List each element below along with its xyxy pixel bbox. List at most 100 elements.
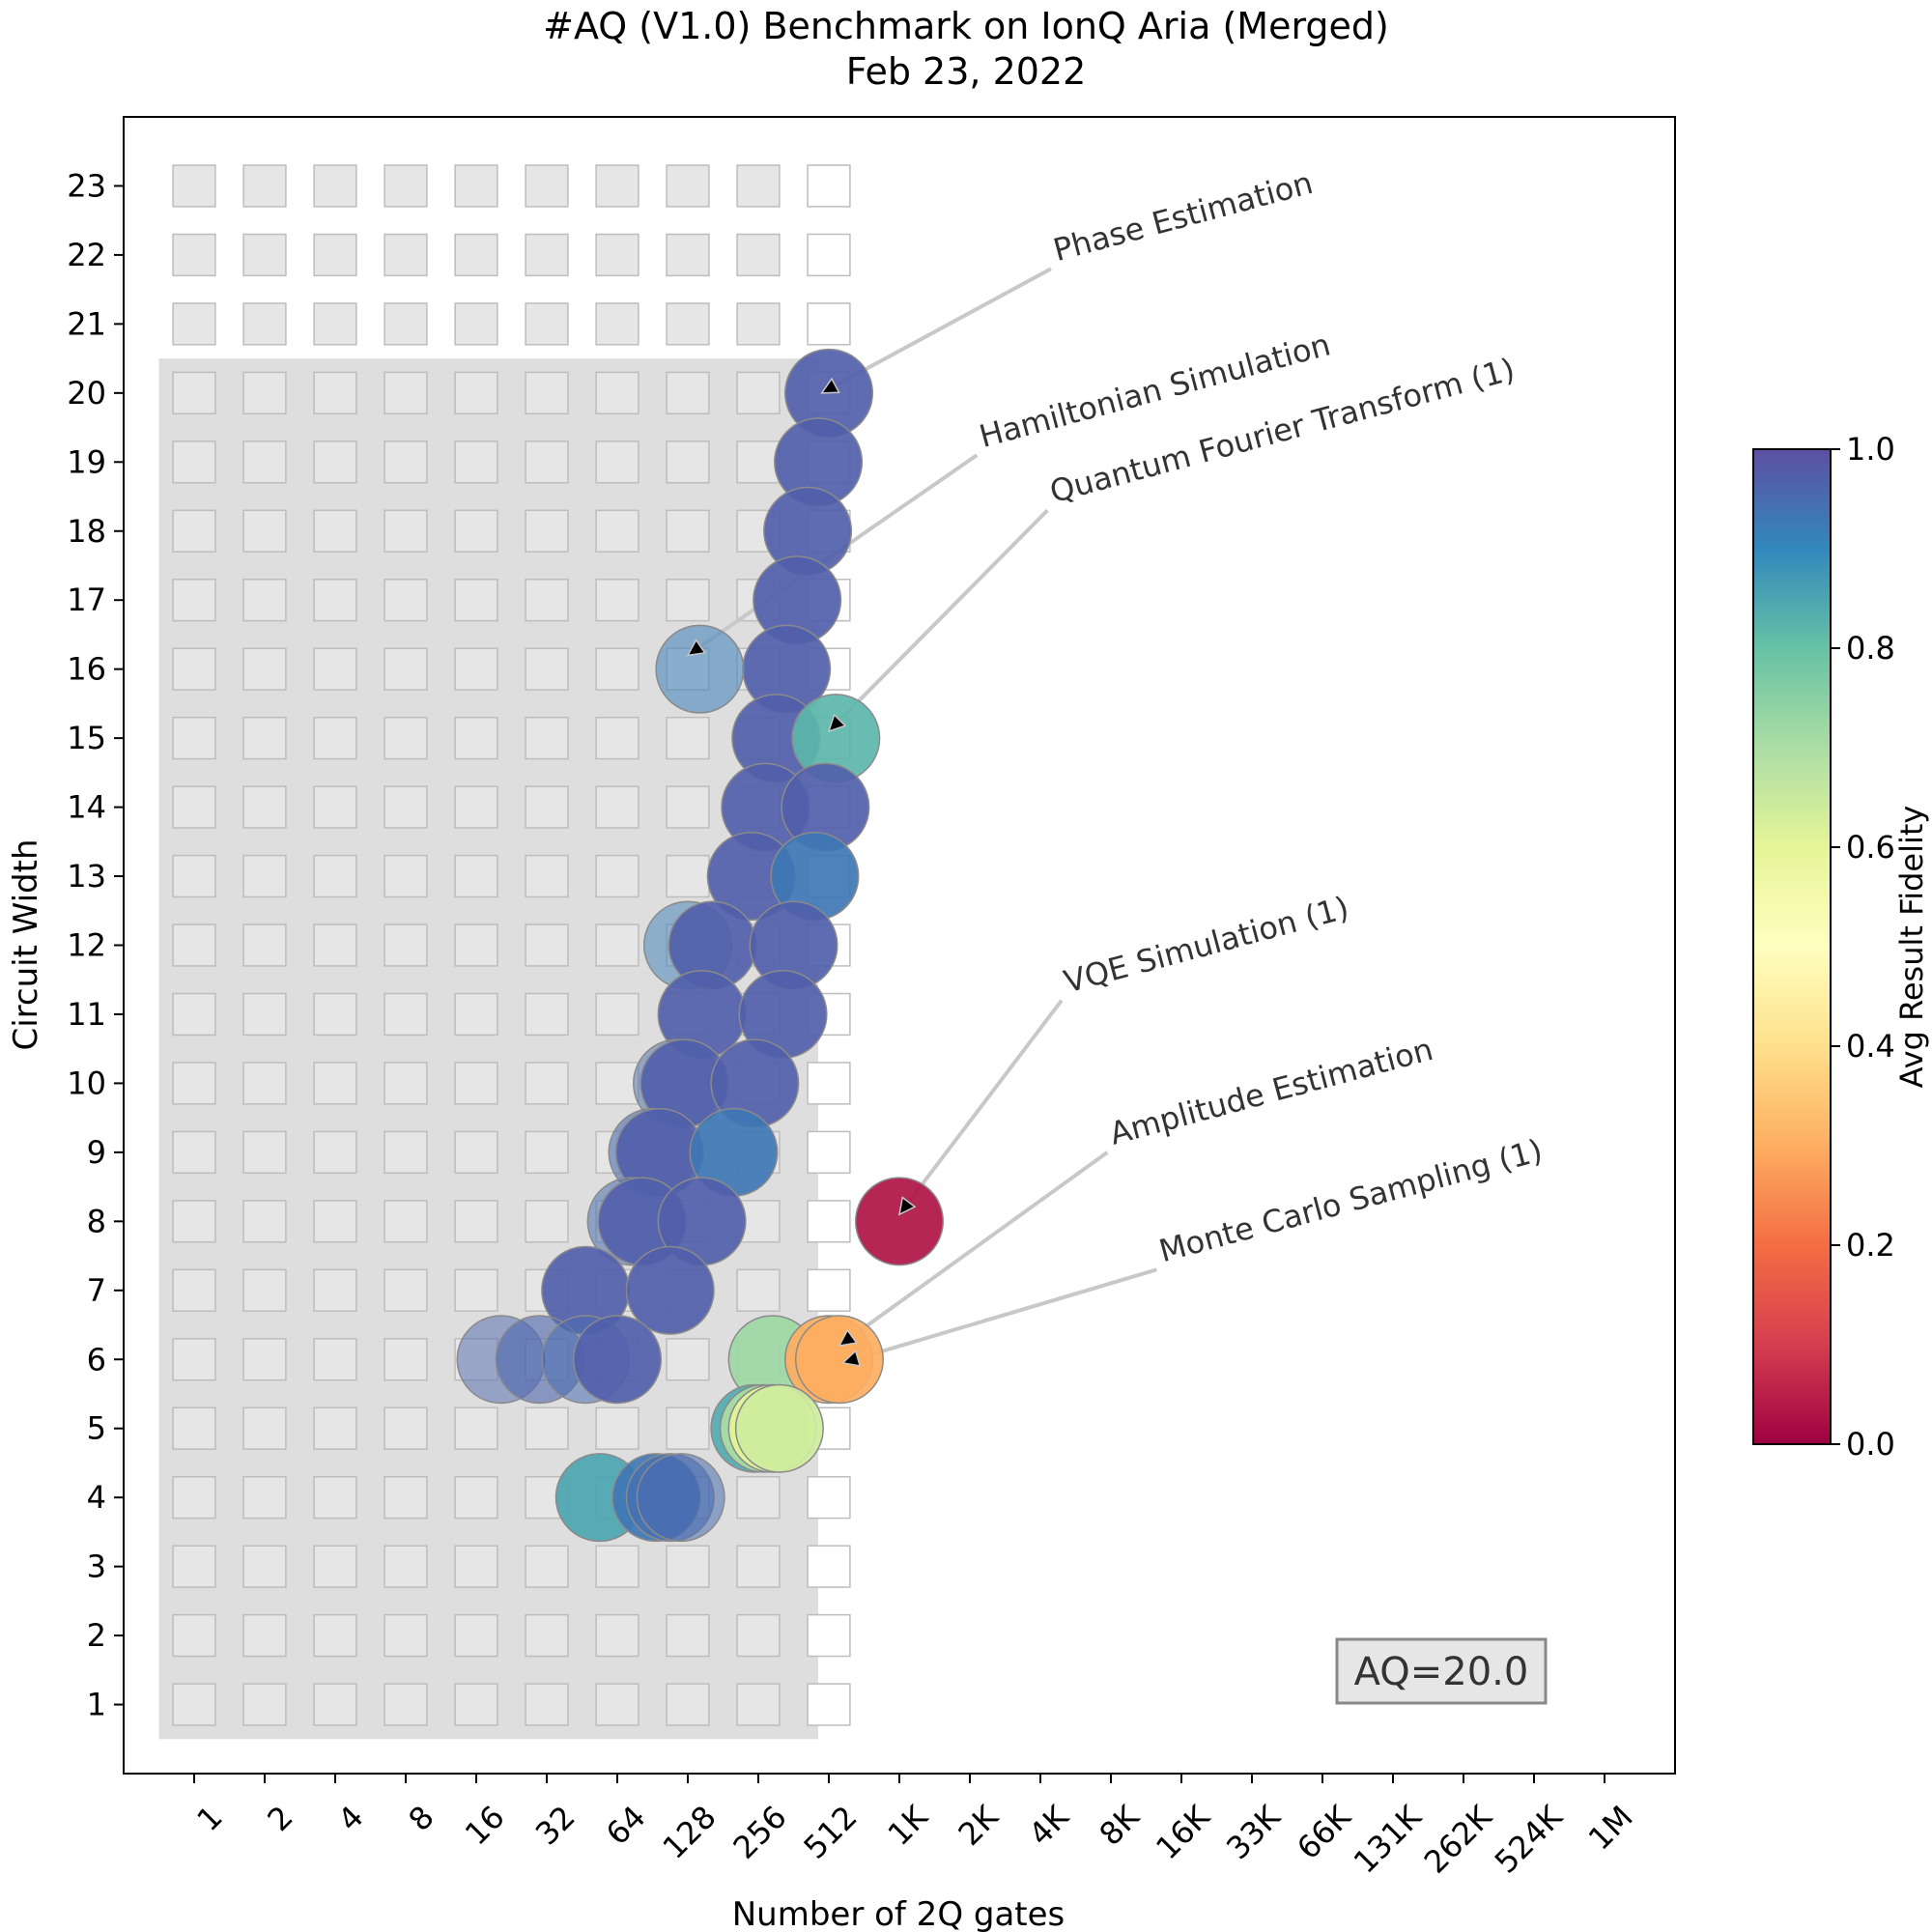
grid-square — [595, 1406, 639, 1450]
grid-square — [313, 716, 357, 760]
grid-square — [313, 1130, 357, 1175]
grid-square — [242, 1406, 287, 1450]
grid-square — [807, 1613, 851, 1658]
grid-square — [454, 164, 498, 208]
grid-square — [172, 647, 216, 691]
grid-square — [595, 1062, 639, 1105]
grid-square — [172, 1338, 216, 1381]
grid-square — [172, 302, 216, 346]
grid-square — [172, 1406, 216, 1450]
grid-square — [313, 233, 357, 277]
grid-square — [454, 1475, 498, 1520]
grid-square — [736, 164, 781, 208]
grid-square — [384, 579, 428, 622]
grid-square — [595, 371, 639, 415]
grid-square — [172, 1545, 216, 1588]
grid-square — [807, 1683, 851, 1726]
grid-square — [807, 233, 851, 277]
annotation-arrowhead — [840, 1350, 862, 1367]
colorbar-label: Avg Result Fidelity — [1893, 806, 1930, 1089]
grid-square — [525, 785, 569, 829]
fidelity-point — [794, 1315, 884, 1405]
grid-square — [595, 716, 639, 760]
x-axis-label: Number of 2Q gates — [732, 1895, 1065, 1932]
y-tick-label: 18 — [67, 513, 106, 550]
grid-square — [384, 785, 428, 829]
grid-square — [807, 1200, 851, 1243]
grid-square — [313, 164, 357, 208]
grid-square — [454, 1268, 498, 1312]
grid-square — [525, 1062, 569, 1105]
grid-square — [525, 1683, 569, 1726]
grid-square — [666, 371, 710, 415]
grid-square — [736, 1475, 781, 1520]
grid-square — [525, 371, 569, 415]
grid-square — [384, 1130, 428, 1175]
grid-square — [172, 1475, 216, 1520]
grid-square — [454, 302, 498, 346]
grid-square — [525, 509, 569, 553]
grid-square — [666, 1545, 710, 1588]
grid-square — [525, 1545, 569, 1588]
grid-square — [525, 1200, 569, 1243]
grid-square — [242, 1613, 287, 1658]
colorbar-ticks: 0.0 0.2 0.4 0.6 0.8 1.0 — [1831, 431, 1895, 1463]
grid-square — [807, 164, 851, 208]
aq-box: AQ=20.0 — [1335, 1637, 1548, 1705]
annotation-line — [827, 508, 1049, 733]
annotation-line — [897, 999, 1064, 1216]
chart-subtitle: Feb 23, 2022 — [846, 50, 1087, 93]
grid-square — [525, 440, 569, 484]
grid-square — [172, 854, 216, 898]
grid-square — [454, 371, 498, 415]
grid-square — [525, 302, 569, 346]
grid-square — [384, 992, 428, 1037]
grid-square — [313, 785, 357, 829]
grid-square — [242, 785, 287, 829]
grid-square — [666, 302, 710, 346]
y-tick-label: 15 — [67, 720, 106, 756]
grid-square — [666, 509, 710, 553]
grid-square — [172, 716, 216, 760]
grid-square — [454, 785, 498, 829]
grid-square — [454, 1683, 498, 1726]
grid-square — [242, 302, 287, 346]
grid-square — [313, 1406, 357, 1450]
grid-square — [384, 854, 428, 898]
grid-square — [172, 1130, 216, 1175]
grid-square — [242, 1338, 287, 1381]
grid-square — [172, 1683, 216, 1726]
grid-square — [384, 371, 428, 415]
grid-square — [666, 1338, 710, 1381]
grid-square — [454, 992, 498, 1037]
grid-square — [595, 992, 639, 1037]
annotation-arrowheads — [686, 377, 917, 1367]
y-axis-label: Circuit Width — [7, 838, 45, 1050]
grid-square — [807, 1268, 851, 1312]
grid-square — [595, 579, 639, 622]
grid-square — [666, 164, 710, 208]
annotation-arrowhead — [827, 713, 847, 733]
y-tick-label: 22 — [67, 237, 106, 273]
grid-square — [595, 440, 639, 484]
grid-square — [595, 854, 639, 898]
grid-square — [242, 1545, 287, 1588]
colorbar-tick-label: 0.8 — [1846, 630, 1895, 667]
grid-square — [313, 1062, 357, 1105]
grid-square — [666, 1683, 710, 1726]
grid-square — [454, 854, 498, 898]
grid-square — [384, 1475, 428, 1520]
y-tick-label: 23 — [67, 167, 106, 204]
grid-square — [736, 1683, 781, 1726]
grid-square — [313, 854, 357, 898]
grid-square — [172, 440, 216, 484]
grid-square — [595, 923, 639, 967]
y-tick-label: 21 — [67, 305, 106, 342]
grid-square — [454, 440, 498, 484]
grid-square — [807, 1062, 851, 1105]
grid-square — [242, 854, 287, 898]
grid-square — [172, 1200, 216, 1243]
grid-square — [172, 1268, 216, 1312]
grid-square — [384, 1545, 428, 1588]
grid-square — [172, 992, 216, 1037]
